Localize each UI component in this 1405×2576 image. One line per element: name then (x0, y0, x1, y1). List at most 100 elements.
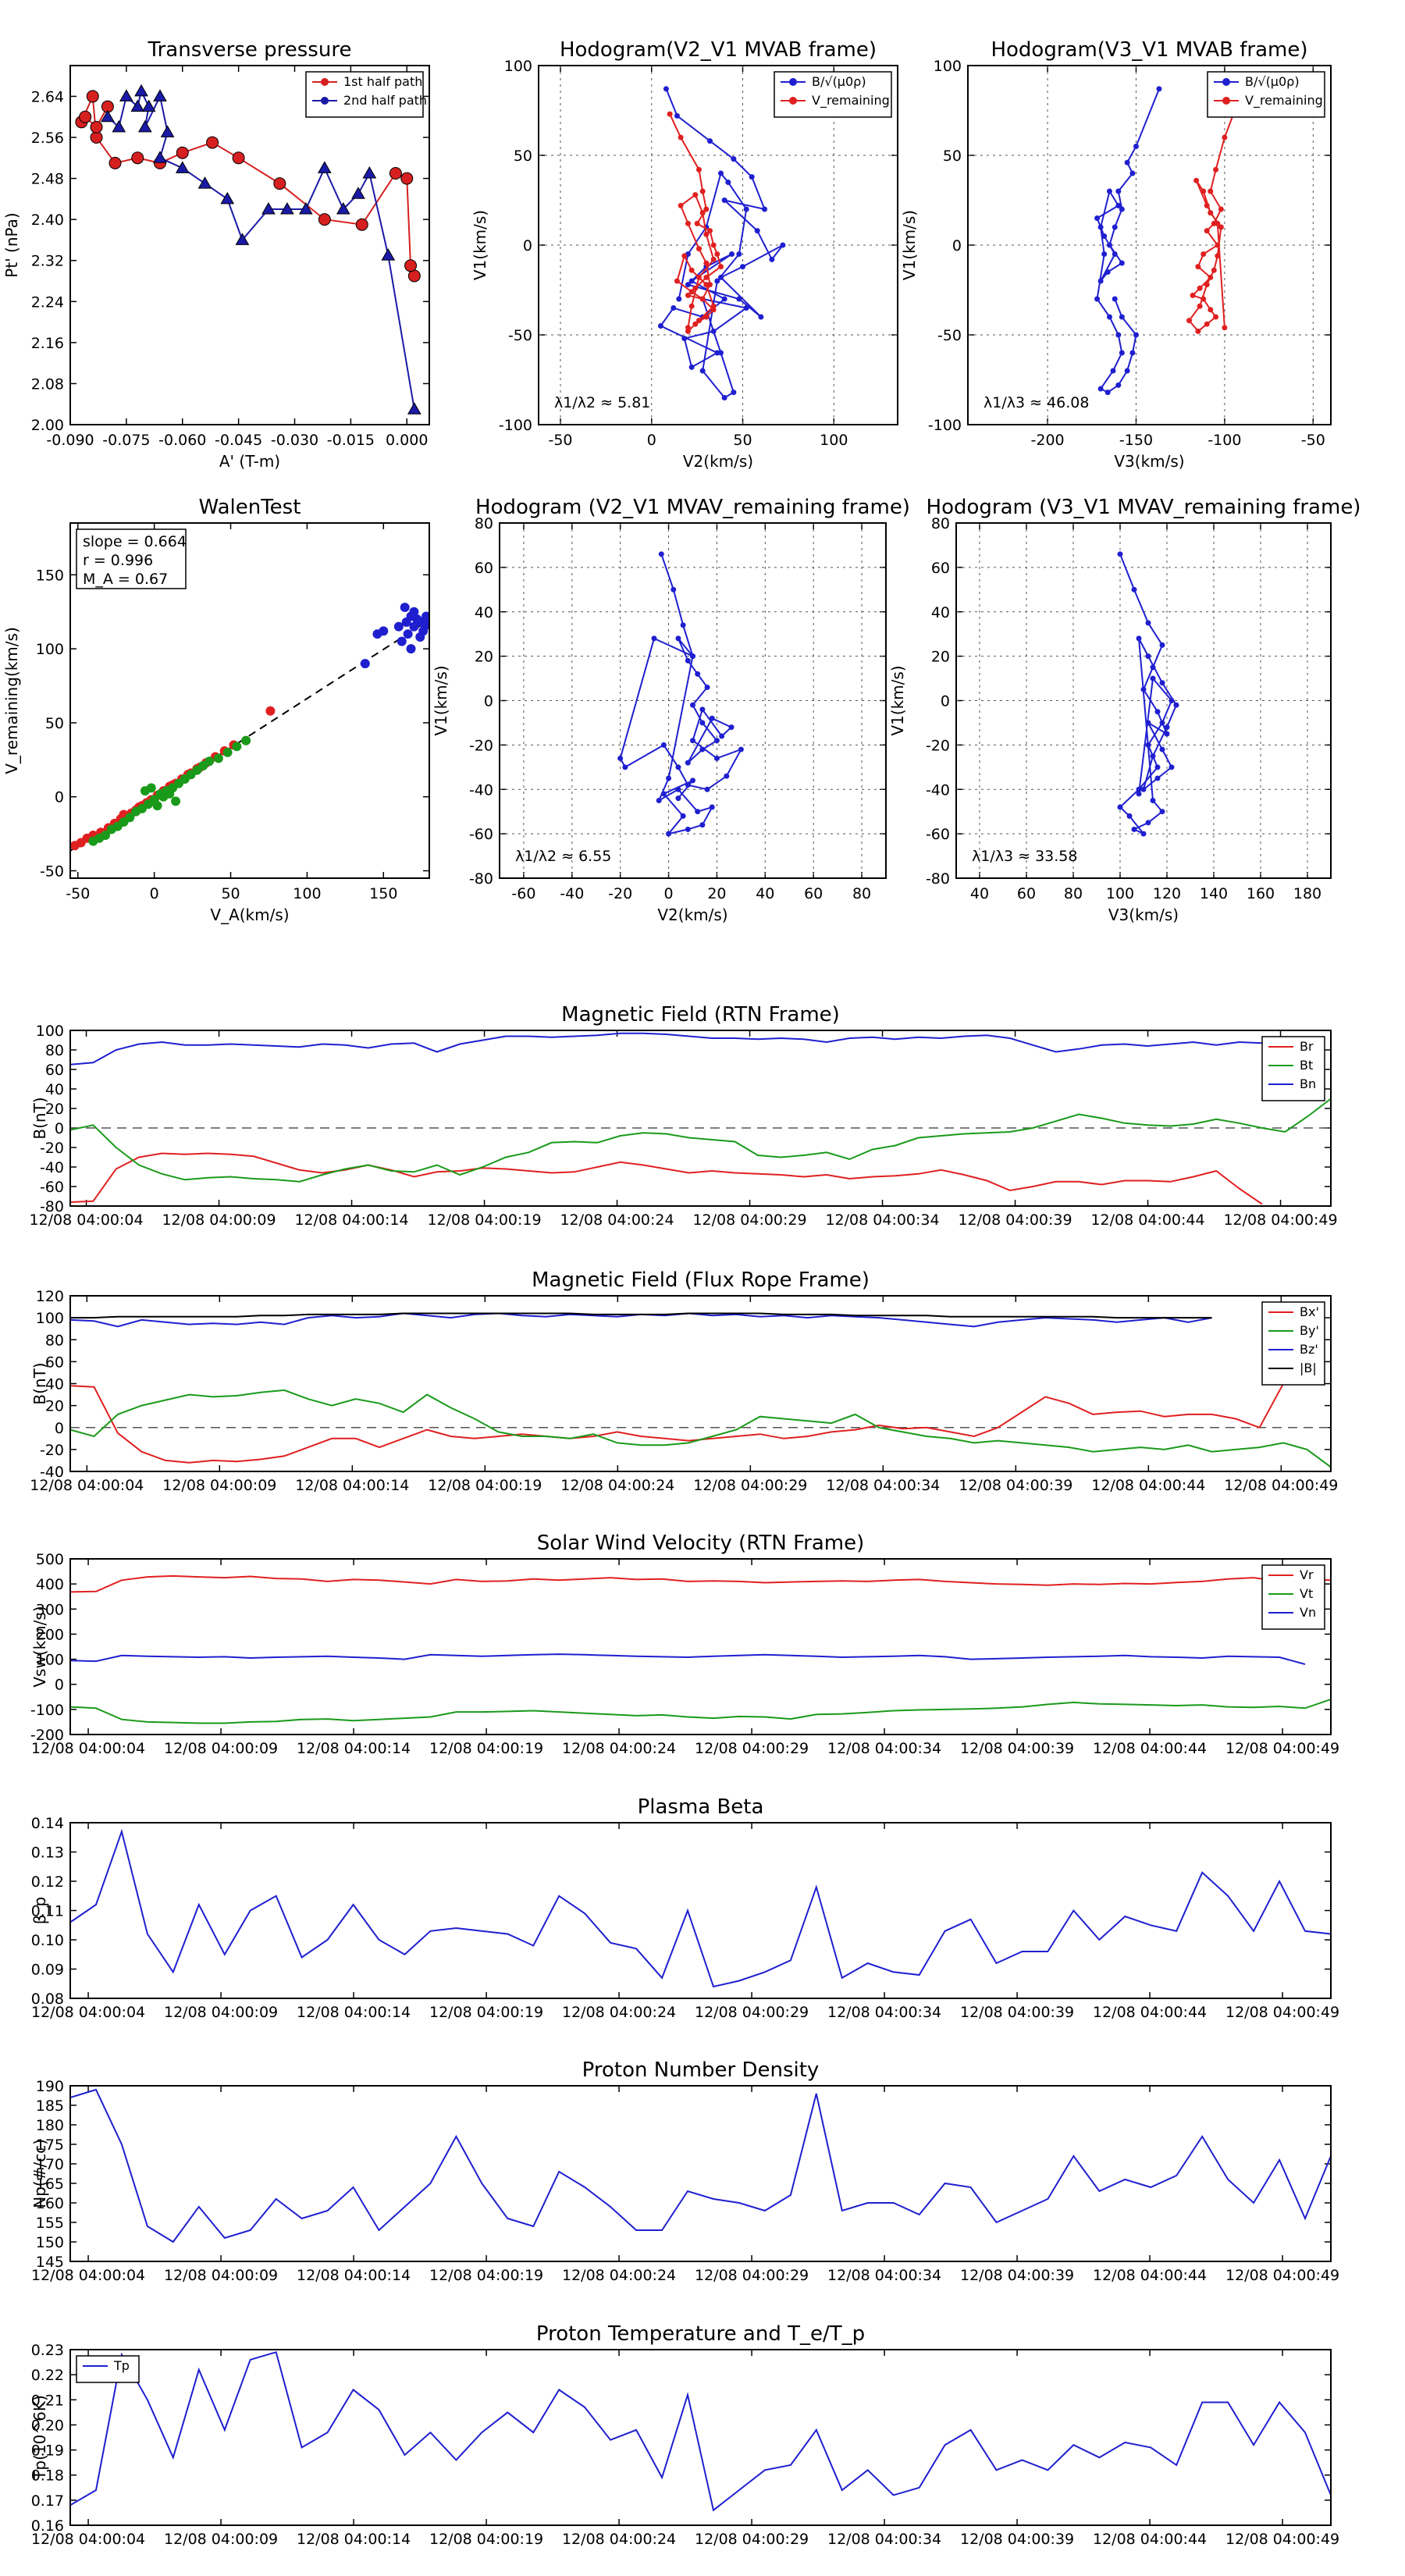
y-tick-label: 40 (931, 604, 950, 621)
x-tick-label: 12/08 04:00:29 (695, 1740, 809, 1757)
data-point (1104, 269, 1111, 275)
data-point (1112, 251, 1118, 257)
data-point (674, 278, 680, 284)
x-tick-label: 60 (1017, 885, 1036, 902)
data-point (125, 813, 135, 823)
data-point (1159, 720, 1165, 726)
data-point (418, 626, 429, 636)
y-tick-label: 2.64 (31, 88, 64, 105)
x-tick-label: 100 (1106, 885, 1134, 902)
y-tick-label: -80 (926, 870, 950, 888)
legend-label: 2nd half path (343, 93, 427, 108)
y-tick-label: 100 (36, 1023, 64, 1040)
y-tick-label: -20 (469, 737, 493, 754)
x-tick-label: 12/08 04:00:39 (960, 2267, 1074, 2284)
data-point (1097, 278, 1104, 284)
x-tick-label: 12/08 04:00:34 (827, 2531, 941, 2548)
data-point (685, 760, 691, 766)
data-point (1101, 251, 1108, 257)
data-point (675, 635, 681, 642)
data-point (1140, 831, 1147, 837)
x-tick-label: 12/08 04:00:44 (1090, 1212, 1204, 1229)
series-line (70, 1574, 1331, 1593)
data-point (1154, 775, 1161, 781)
y-tick-label: 50 (514, 148, 532, 165)
data-point (101, 831, 111, 841)
data-point (709, 715, 715, 721)
series-line (70, 2088, 1331, 2243)
y-axis-label: V1(km/s) (471, 210, 489, 280)
x-tick-label: 12/08 04:00:49 (1225, 1740, 1339, 1757)
data-point (112, 119, 126, 133)
series-0 (70, 2088, 1331, 2243)
x-tick-label: 160 (1247, 885, 1275, 902)
series-line (1188, 113, 1235, 333)
data-point (699, 210, 706, 216)
legend-label: Vn (1300, 1605, 1316, 1620)
x-tick-label: -60 (511, 885, 535, 902)
x-tick-label: 12/08 04:00:39 (959, 1477, 1072, 1494)
x-tick-label: 12/08 04:00:04 (31, 2267, 145, 2284)
data-point (1145, 653, 1151, 660)
data-point (1129, 350, 1136, 356)
y-tick-label: -40 (40, 1464, 64, 1481)
legend-label: Bn (1300, 1076, 1316, 1091)
data-point (1126, 813, 1133, 819)
legend-label: Bx' (1300, 1304, 1319, 1319)
data-point (688, 267, 695, 273)
annotation-text: λ1/λ2 ≈ 5.81 (554, 394, 650, 411)
y-tick-label: 40 (45, 1081, 64, 1098)
data-point (1204, 228, 1210, 234)
data-point (1159, 746, 1165, 753)
x-tick-label: 100 (293, 885, 321, 902)
chart-title: WalenTest (199, 496, 301, 519)
data-point (622, 764, 628, 770)
data-point (695, 671, 701, 677)
x-tick-label: 80 (852, 885, 871, 902)
series-Bx' (70, 1383, 1284, 1464)
data-point (153, 151, 167, 163)
y-tick-label: 60 (931, 560, 950, 577)
data-point (709, 804, 715, 810)
data-point (713, 755, 720, 761)
series-line (70, 1389, 1331, 1468)
legend-label: By' (1300, 1323, 1319, 1338)
x-tick-label: 12/08 04:00:44 (1093, 1740, 1207, 1757)
y-tick-label: 185 (36, 2097, 64, 2115)
data-point (1145, 742, 1151, 748)
series-line (70, 1032, 1309, 1070)
y-tick-label: 80 (45, 1332, 64, 1349)
y-tick-label: 60 (45, 1354, 64, 1371)
data-point (663, 86, 669, 92)
data-point (355, 218, 368, 231)
data-point (1115, 188, 1122, 194)
data-point (729, 251, 735, 257)
data-point (1211, 267, 1217, 273)
data-point (695, 246, 702, 252)
data-point (706, 138, 713, 144)
data-point (409, 607, 419, 617)
data-point (743, 206, 749, 212)
data-point (703, 231, 710, 237)
data-point (690, 738, 695, 744)
data-point (704, 684, 710, 690)
series-line (70, 1098, 1331, 1183)
y-tick-label: 2.48 (31, 171, 64, 188)
legend-marker (321, 97, 329, 105)
data-point (1106, 314, 1112, 320)
y-tick-label: 2.56 (31, 130, 64, 147)
x-axis-label: V_A(km/s) (210, 906, 289, 924)
data-point (758, 314, 764, 320)
data-point (699, 706, 706, 713)
x-tick-label: 12/08 04:00:34 (825, 1212, 939, 1229)
x-tick-label: 12/08 04:00:19 (429, 2267, 543, 2284)
chart-11: Proton Temperature and T_e/T_p 0.16 0.17 0.… (30, 2322, 1339, 2548)
x-tick-label: 12/08 04:00:19 (429, 2531, 543, 2548)
x-tick-label: 12/08 04:00:34 (826, 1477, 940, 1494)
x-tick-label: 12/08 04:00:04 (29, 1212, 143, 1229)
x-tick-label: 12/08 04:00:49 (1225, 2531, 1339, 2548)
y-tick-label: 0 (55, 1120, 64, 1137)
y-tick-label: -100 (30, 1702, 64, 1719)
y-tick-label: -100 (928, 417, 962, 434)
x-tick-label: 12/08 04:00:49 (1223, 1212, 1337, 1229)
